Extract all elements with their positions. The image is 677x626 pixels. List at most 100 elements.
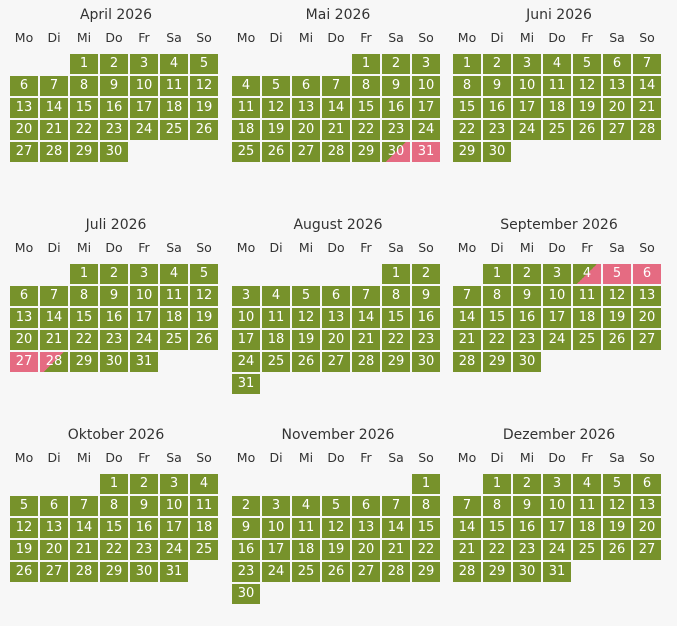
day-cell[interactable]: 26 [10,562,38,582]
day-cell[interactable]: 12 [190,76,218,96]
day-cell[interactable]: 24 [543,540,571,560]
day-cell[interactable]: 29 [453,142,481,162]
day-cell[interactable]: 19 [603,308,631,328]
day-cell[interactable]: 25 [292,562,320,582]
day-cell[interactable]: 5 [10,496,38,516]
day-cell[interactable]: 11 [573,286,601,306]
day-cell[interactable]: 15 [352,98,380,118]
day-cell[interactable]: 14 [322,98,350,118]
day-cell[interactable]: 12 [190,286,218,306]
day-cell[interactable]: 8 [100,496,128,516]
day-cell[interactable]: 16 [513,308,541,328]
day-cell[interactable]: 24 [513,120,541,140]
day-cell[interactable]: 26 [190,120,218,140]
day-cell[interactable]: 17 [543,518,571,538]
day-cell[interactable]: 2 [130,474,158,494]
day-cell[interactable]: 3 [543,264,571,284]
day-cell[interactable]: 21 [453,330,481,350]
day-cell[interactable]: 20 [10,330,38,350]
day-cell[interactable]: 23 [130,540,158,560]
day-cell[interactable]: 24 [160,540,188,560]
day-cell[interactable]: 2 [100,54,128,74]
day-cell[interactable]: 6 [40,496,68,516]
day-cell[interactable]: 4 [543,54,571,74]
day-cell[interactable]: 3 [130,54,158,74]
day-cell[interactable]: 1 [70,264,98,284]
day-cell[interactable]: 25 [573,540,601,560]
day-cell[interactable]: 25 [573,330,601,350]
day-cell[interactable]: 6 [352,496,380,516]
day-cell[interactable]: 10 [412,76,440,96]
day-cell[interactable]: 11 [292,518,320,538]
day-cell[interactable]: 11 [160,286,188,306]
day-cell[interactable]: 13 [352,518,380,538]
day-cell[interactable]: 4 [190,474,218,494]
day-cell[interactable]: 5 [292,286,320,306]
day-cell-booked[interactable]: 4 [573,264,601,284]
day-cell[interactable]: 9 [130,496,158,516]
day-cell[interactable]: 15 [70,308,98,328]
day-cell[interactable]: 28 [70,562,98,582]
day-cell[interactable]: 14 [70,518,98,538]
day-cell[interactable]: 19 [190,308,218,328]
day-cell[interactable]: 29 [70,142,98,162]
day-cell[interactable]: 28 [352,352,380,372]
day-cell[interactable]: 8 [453,76,481,96]
day-cell[interactable]: 13 [603,76,631,96]
day-cell[interactable]: 29 [70,352,98,372]
day-cell[interactable]: 18 [190,518,218,538]
day-cell[interactable]: 12 [292,308,320,328]
day-cell[interactable]: 21 [70,540,98,560]
day-cell[interactable]: 18 [543,98,571,118]
day-cell[interactable]: 22 [352,120,380,140]
day-cell[interactable]: 2 [412,264,440,284]
day-cell[interactable]: 10 [513,76,541,96]
day-cell[interactable]: 30 [513,352,541,372]
day-cell[interactable]: 14 [633,76,661,96]
day-cell[interactable]: 9 [513,496,541,516]
day-cell[interactable]: 17 [513,98,541,118]
day-cell[interactable]: 22 [70,120,98,140]
day-cell[interactable]: 9 [382,76,410,96]
day-cell[interactable]: 7 [40,286,68,306]
day-cell[interactable]: 30 [412,352,440,372]
day-cell[interactable]: 22 [70,330,98,350]
day-cell[interactable]: 12 [603,286,631,306]
day-cell[interactable]: 30 [130,562,158,582]
day-cell[interactable]: 15 [412,518,440,538]
day-cell[interactable]: 1 [483,474,511,494]
day-cell[interactable]: 28 [40,142,68,162]
day-cell-booked[interactable]: 30 [382,142,410,162]
day-cell[interactable]: 13 [292,98,320,118]
day-cell[interactable]: 24 [412,120,440,140]
day-cell[interactable]: 19 [603,518,631,538]
day-cell[interactable]: 18 [262,330,290,350]
day-cell[interactable]: 6 [633,474,661,494]
day-cell[interactable]: 7 [453,286,481,306]
day-cell[interactable]: 10 [130,76,158,96]
day-cell[interactable]: 23 [382,120,410,140]
day-cell[interactable]: 11 [573,496,601,516]
day-cell[interactable]: 5 [573,54,601,74]
day-cell[interactable]: 17 [160,518,188,538]
day-cell[interactable]: 3 [513,54,541,74]
day-cell[interactable]: 22 [382,330,410,350]
day-cell[interactable]: 18 [292,540,320,560]
day-cell[interactable]: 19 [10,540,38,560]
day-cell[interactable]: 13 [633,496,661,516]
day-cell[interactable]: 2 [232,496,260,516]
day-cell[interactable]: 26 [262,142,290,162]
day-cell[interactable]: 19 [262,120,290,140]
day-cell[interactable]: 21 [633,98,661,118]
day-cell[interactable]: 20 [292,120,320,140]
day-cell[interactable]: 6 [322,286,350,306]
day-cell[interactable]: 3 [543,474,571,494]
day-cell[interactable]: 24 [262,562,290,582]
day-cell[interactable]: 16 [100,98,128,118]
day-cell[interactable]: 1 [453,54,481,74]
day-cell[interactable]: 16 [483,98,511,118]
day-cell[interactable]: 21 [352,330,380,350]
day-cell[interactable]: 30 [483,142,511,162]
day-cell[interactable]: 10 [160,496,188,516]
day-cell[interactable]: 16 [513,518,541,538]
